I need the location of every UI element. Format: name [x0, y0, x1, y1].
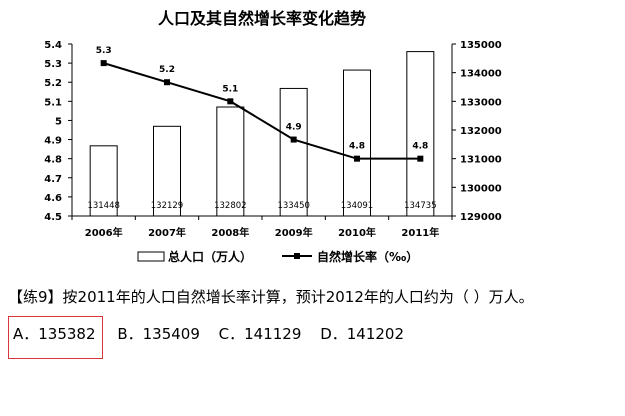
legend-line-marker [294, 253, 300, 259]
y-right-tick-label: 130000 [460, 183, 502, 194]
y-right-tick-label: 132000 [460, 126, 502, 137]
option-b[interactable]: B．135409 [117, 325, 200, 343]
bar-total-population [216, 106, 245, 217]
y-right-tick-label: 134000 [460, 69, 502, 80]
x-tick-label: 2009年 [275, 226, 313, 239]
x-tick-label: 2010年 [338, 226, 376, 239]
line-value-label: 4.9 [286, 123, 302, 133]
line-point [417, 155, 424, 162]
bar-value-label: 133450 [277, 201, 309, 211]
y-left-tick-label: 5.1 [44, 97, 62, 108]
y-left-tick-label: 4.7 [44, 174, 62, 185]
bar-value-label: 134091 [341, 201, 373, 211]
option-c[interactable]: C．141129 [218, 325, 302, 343]
line-value-label: 4.8 [412, 142, 428, 152]
y-left-tick-label: 5.4 [44, 40, 62, 51]
y-left-tick-label: 5 [55, 116, 62, 127]
option-d[interactable]: D．141202 [320, 325, 404, 343]
legend-line-label: 自然增长率（‰） [317, 249, 418, 264]
bar-total-population [406, 51, 435, 217]
bar-value-label: 131448 [87, 201, 119, 211]
bar-total-population [89, 145, 118, 217]
chart-title: 人口及其自然增长率变化趋势 [158, 9, 366, 28]
x-tick-label: 2006年 [85, 226, 123, 239]
y-right-tick-label: 133000 [460, 97, 502, 108]
y-right-tick-label: 131000 [460, 155, 502, 166]
line-point [227, 98, 234, 105]
y-right-tick-label: 129000 [460, 212, 502, 223]
line-point [290, 136, 297, 143]
chart: 人口及其自然增长率变化趋势 4.5 4.6 4.7 4.8 4.9 5 5.1 5.2 5.3 5.… [44, 9, 502, 264]
question-text: 【练9】按2011年的人口自然增长率计算，预计2012年的人口约为（ ）万人。 [8, 288, 534, 306]
y-left-tick-label: 4.6 [44, 193, 62, 204]
x-tick-label: 2007年 [148, 226, 186, 239]
option-a[interactable]: A．135382 [8, 316, 103, 359]
bar-total-population [279, 87, 308, 217]
bar-value-label: 132129 [151, 201, 183, 211]
line-growth-rate [103, 62, 421, 160]
line-value-label: 5.2 [159, 65, 175, 75]
y-left-tick-label: 5.2 [44, 78, 62, 89]
bar-value-label: 134735 [404, 201, 436, 211]
line-value-label: 4.8 [349, 142, 365, 152]
y-right-tick-label: 135000 [460, 40, 502, 51]
y-left-tick-label: 4.8 [44, 155, 62, 166]
y-left-tick-label: 5.3 [44, 59, 62, 70]
bar-total-population [343, 69, 371, 217]
line-value-label: 5.1 [222, 84, 238, 94]
line-value-label: 5.3 [96, 46, 112, 56]
x-tick-label: 2011年 [401, 226, 439, 239]
answer-options: A．135382 B．135409 C．141129 D．141202 [8, 316, 414, 359]
line-point [164, 79, 170, 86]
bar-value-label: 132802 [214, 201, 246, 211]
line-point [100, 60, 107, 67]
y-left-tick-label: 4.9 [44, 136, 62, 147]
bar-total-population [153, 125, 181, 217]
x-tick-label: 2008年 [211, 226, 249, 239]
line-point [354, 155, 360, 162]
legend-bar-label: 总人口（万人） [168, 249, 252, 264]
legend-bar-swatch [137, 251, 165, 262]
y-left-tick-label: 4.5 [44, 212, 62, 223]
